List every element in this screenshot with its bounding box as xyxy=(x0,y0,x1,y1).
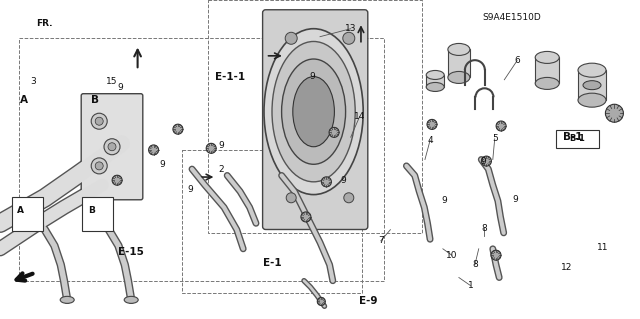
Text: 2: 2 xyxy=(218,165,223,174)
Text: 9: 9 xyxy=(218,141,223,150)
Text: FR.: FR. xyxy=(36,19,53,28)
Text: B: B xyxy=(88,206,95,215)
Circle shape xyxy=(148,145,159,155)
Text: 5: 5 xyxy=(492,134,497,143)
Circle shape xyxy=(92,158,108,174)
Ellipse shape xyxy=(426,70,444,79)
Circle shape xyxy=(206,143,216,153)
Text: 4: 4 xyxy=(428,136,433,145)
Text: A: A xyxy=(17,206,24,215)
Ellipse shape xyxy=(60,296,74,303)
Text: 9: 9 xyxy=(310,72,315,81)
Circle shape xyxy=(317,297,325,306)
Bar xyxy=(19,38,384,281)
FancyBboxPatch shape xyxy=(81,94,143,200)
Text: 9: 9 xyxy=(481,157,486,166)
Ellipse shape xyxy=(535,51,559,63)
Circle shape xyxy=(343,32,355,44)
Ellipse shape xyxy=(578,63,606,77)
Text: A: A xyxy=(20,95,28,106)
Text: 8: 8 xyxy=(482,224,487,233)
Text: 9: 9 xyxy=(188,185,193,194)
Circle shape xyxy=(491,250,501,260)
Ellipse shape xyxy=(426,83,444,92)
Text: E-9: E-9 xyxy=(359,296,377,307)
Text: E-15: E-15 xyxy=(118,247,144,257)
Ellipse shape xyxy=(264,29,364,195)
Bar xyxy=(578,70,606,100)
Circle shape xyxy=(108,143,116,151)
Circle shape xyxy=(104,139,120,155)
Ellipse shape xyxy=(448,43,470,56)
Ellipse shape xyxy=(578,93,606,107)
Text: E-1: E-1 xyxy=(262,258,282,268)
Text: S9A4E1510D: S9A4E1510D xyxy=(483,13,541,22)
Text: 7: 7 xyxy=(378,236,383,245)
Text: 12: 12 xyxy=(561,263,572,272)
Text: 10: 10 xyxy=(446,251,458,260)
Circle shape xyxy=(92,113,108,129)
Circle shape xyxy=(173,124,183,134)
Text: 8: 8 xyxy=(472,260,477,269)
Circle shape xyxy=(481,156,492,166)
Text: 11: 11 xyxy=(597,243,609,252)
Text: 1: 1 xyxy=(468,281,473,290)
Ellipse shape xyxy=(293,77,335,147)
Bar xyxy=(448,49,470,78)
Circle shape xyxy=(112,175,122,185)
FancyBboxPatch shape xyxy=(556,130,600,148)
Text: 9: 9 xyxy=(340,176,346,185)
Circle shape xyxy=(286,193,296,203)
Ellipse shape xyxy=(535,78,559,89)
Bar xyxy=(426,75,444,87)
Circle shape xyxy=(427,119,437,130)
Bar xyxy=(208,0,422,233)
Circle shape xyxy=(329,127,339,137)
Text: 3: 3 xyxy=(31,77,36,86)
Bar xyxy=(182,150,362,293)
Text: 15: 15 xyxy=(106,77,118,86)
Text: B-1: B-1 xyxy=(570,134,585,143)
Text: 9: 9 xyxy=(442,197,447,205)
Circle shape xyxy=(605,104,623,122)
Circle shape xyxy=(344,193,354,203)
Text: 14: 14 xyxy=(354,112,365,121)
Circle shape xyxy=(95,162,103,170)
Ellipse shape xyxy=(583,81,601,90)
Text: 9: 9 xyxy=(159,160,164,169)
Circle shape xyxy=(321,177,332,187)
FancyBboxPatch shape xyxy=(82,197,113,231)
Ellipse shape xyxy=(282,59,346,164)
Ellipse shape xyxy=(124,296,138,303)
Text: 13: 13 xyxy=(345,24,356,33)
Text: 9: 9 xyxy=(513,195,518,204)
Ellipse shape xyxy=(448,71,470,84)
Ellipse shape xyxy=(272,41,355,182)
Text: E-1-1: E-1-1 xyxy=(215,71,246,82)
Circle shape xyxy=(95,117,103,125)
Text: B: B xyxy=(91,95,99,106)
Bar xyxy=(535,57,559,84)
Text: 9: 9 xyxy=(118,83,123,92)
FancyBboxPatch shape xyxy=(262,10,368,229)
Text: 6: 6 xyxy=(515,56,520,65)
Circle shape xyxy=(301,212,311,222)
Circle shape xyxy=(285,32,297,44)
FancyBboxPatch shape xyxy=(12,197,43,231)
Circle shape xyxy=(496,121,506,131)
Text: B-1: B-1 xyxy=(563,132,582,142)
